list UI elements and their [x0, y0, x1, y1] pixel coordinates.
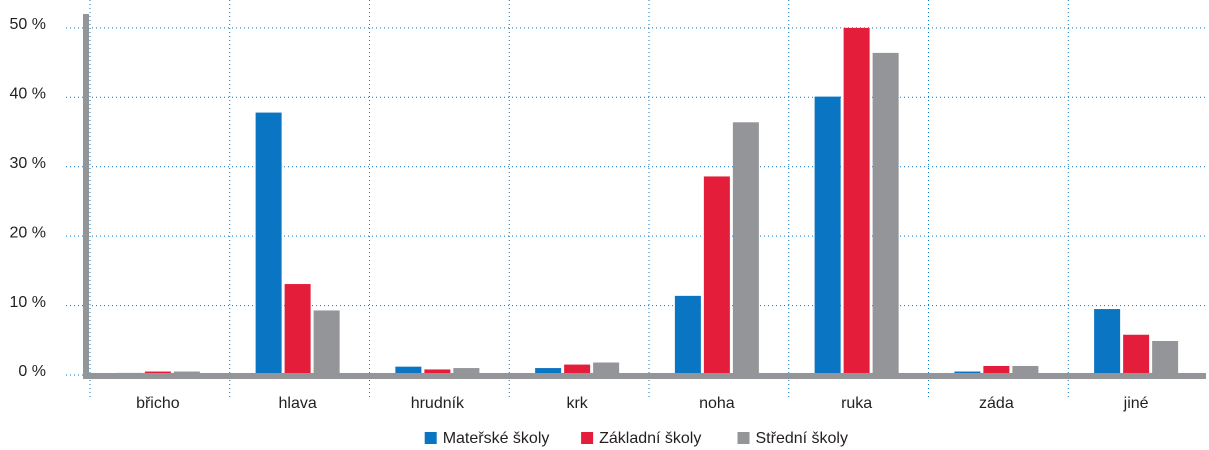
- y-tick-label: 0 %: [18, 363, 46, 380]
- bar: [535, 368, 562, 375]
- bar: [1094, 309, 1121, 375]
- x-tick-label: jiné: [1123, 395, 1149, 412]
- legend-swatch: [424, 432, 437, 444]
- x-tick-label: noha: [699, 395, 735, 412]
- legend-swatch: [581, 432, 594, 444]
- x-tick-label: ruka: [841, 395, 872, 412]
- bar: [395, 366, 422, 375]
- bar: [872, 52, 899, 375]
- y-tick-label: 10 %: [10, 294, 46, 311]
- bar: [424, 369, 451, 375]
- bar: [313, 310, 340, 375]
- bar: [814, 96, 841, 375]
- legend-swatch: [737, 432, 750, 444]
- bar: [732, 122, 759, 375]
- bar: [453, 368, 480, 375]
- x-tick-label: krk: [566, 395, 588, 412]
- bar: [255, 112, 282, 375]
- x-tick-label: hlava: [279, 395, 317, 412]
- bar: [843, 27, 870, 376]
- legend-label: Střední školy: [756, 430, 848, 447]
- x-tick-label: hrudník: [411, 395, 465, 412]
- y-tick-label: 30 %: [10, 155, 46, 172]
- bar: [703, 176, 730, 375]
- legend-label: Základní školy: [599, 430, 701, 447]
- bar: [593, 362, 620, 375]
- y-tick-label: 20 %: [10, 224, 46, 241]
- x-tick-label: břicho: [136, 395, 180, 412]
- bar: [1123, 334, 1150, 375]
- y-tick-label: 40 %: [10, 86, 46, 103]
- bar: [284, 284, 311, 375]
- y-tick-label: 50 %: [10, 16, 46, 33]
- bar: [1012, 365, 1039, 375]
- x-tick-label: záda: [979, 395, 1014, 412]
- bar: [674, 295, 701, 375]
- legend-label: Mateřské školy: [443, 430, 550, 447]
- bar: [983, 365, 1010, 375]
- bar: [564, 364, 591, 375]
- bar: [1152, 340, 1179, 375]
